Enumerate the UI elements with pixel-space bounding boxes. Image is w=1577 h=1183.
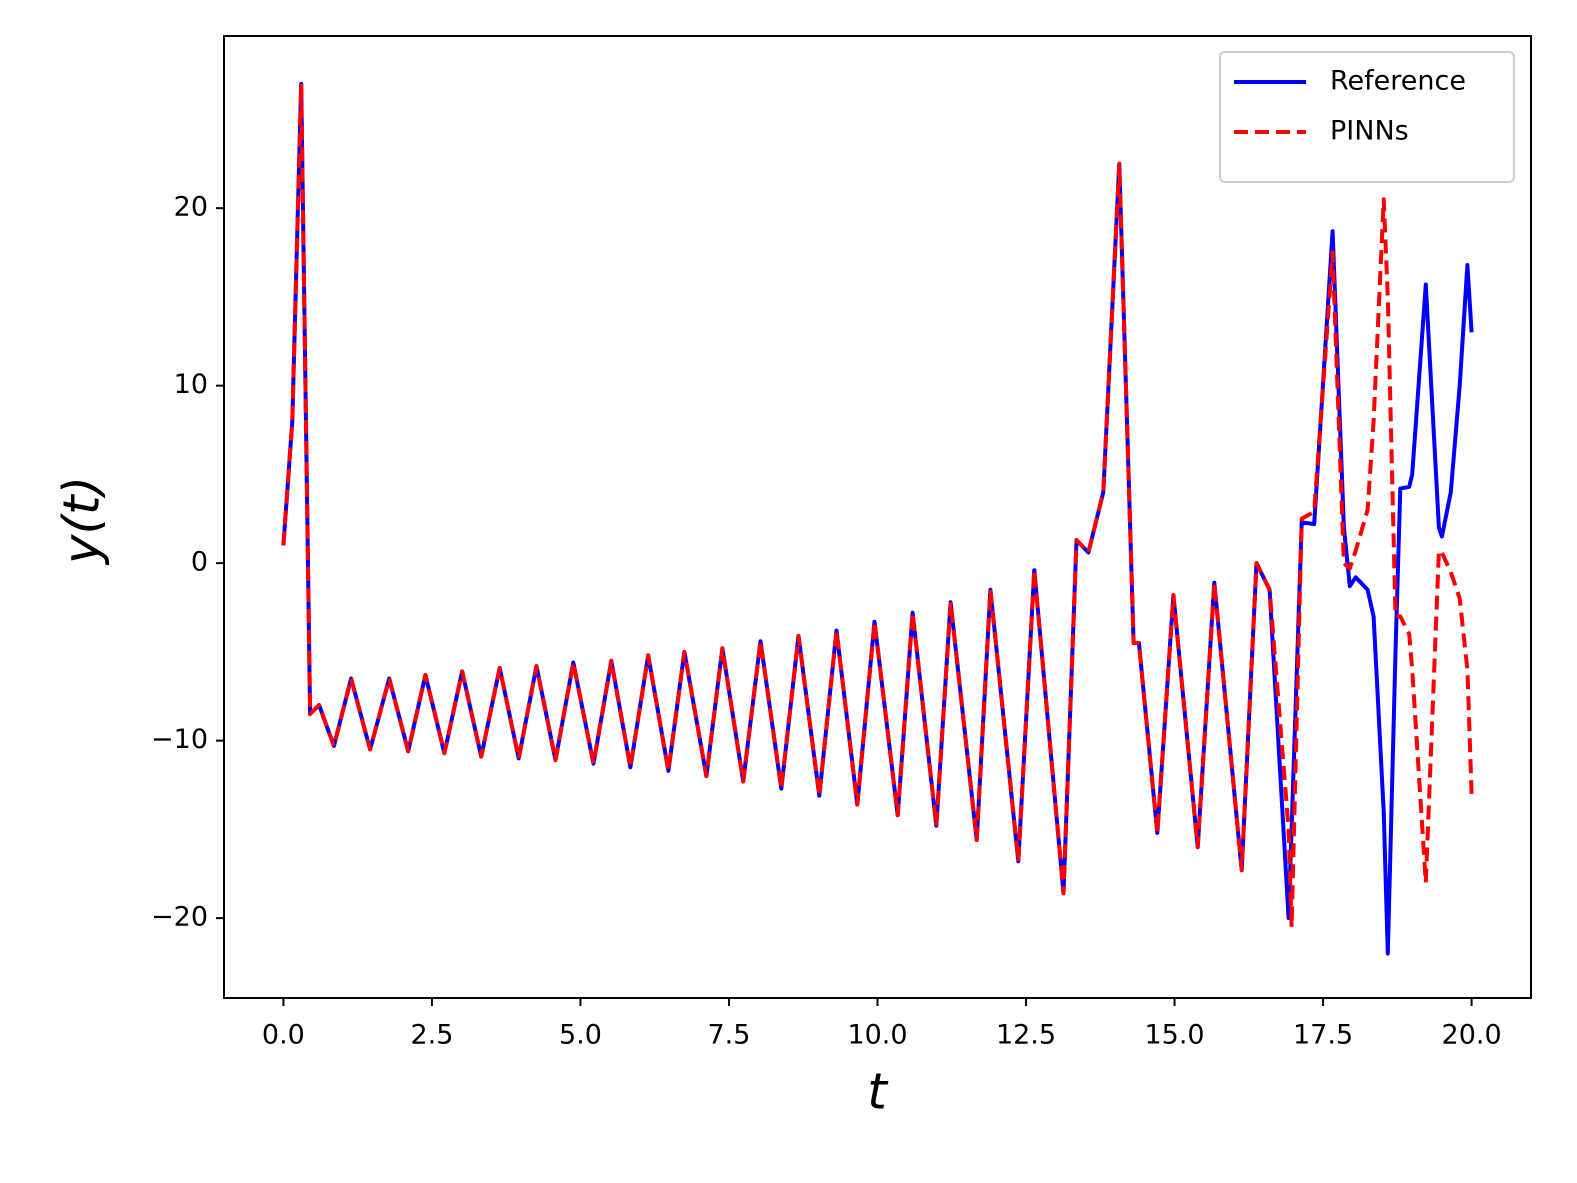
x-tick-label: 12.5 <box>996 1020 1056 1051</box>
x-tick-label: 17.5 <box>1293 1020 1353 1051</box>
x-tick-label: 20.0 <box>1442 1020 1502 1051</box>
x-tick-label: 5.0 <box>559 1020 602 1051</box>
x-tick-label: 7.5 <box>708 1020 751 1051</box>
x-tick-label: 15.0 <box>1144 1020 1204 1051</box>
y-tick-label: −20 <box>151 902 208 933</box>
series-line <box>281 81 1474 929</box>
y-axis-label: y(t) <box>53 476 111 566</box>
y-tick-label: 20 <box>174 192 208 223</box>
x-tick-label: 2.5 <box>410 1020 453 1051</box>
y-tick-label: −10 <box>151 724 208 755</box>
legend-label: Reference <box>1330 66 1466 97</box>
y-tick-label: 0 <box>191 547 208 578</box>
x-tick-label: 10.0 <box>847 1020 907 1051</box>
y-tick-label: 10 <box>174 369 208 400</box>
legend-box <box>1219 51 1515 183</box>
legend-label: PINNs <box>1330 116 1409 147</box>
x-axis-label: t <box>867 1063 889 1121</box>
x-tick-label: 0.0 <box>262 1020 305 1051</box>
